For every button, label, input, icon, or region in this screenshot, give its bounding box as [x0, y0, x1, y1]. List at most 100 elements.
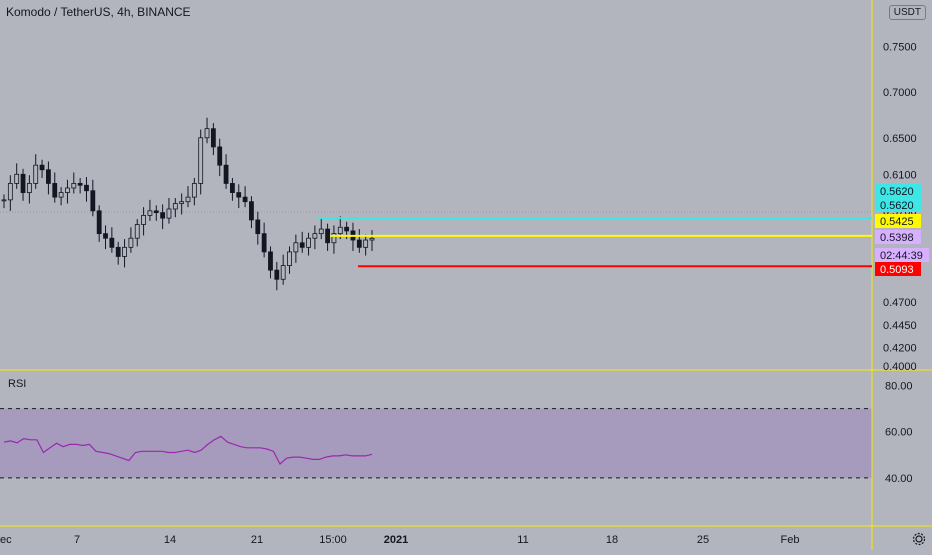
candle: [261, 233, 267, 253]
candle: [14, 173, 20, 184]
candle: [325, 228, 330, 244]
candle: [179, 201, 185, 204]
candle: [115, 246, 121, 257]
time-tick-label: 11: [517, 534, 528, 546]
cyan-price-badge-lower-bg: [875, 198, 921, 212]
price-tick-label: 0.7000: [883, 87, 917, 99]
candle: [71, 183, 77, 189]
candle: [306, 237, 311, 248]
candle: [39, 164, 45, 171]
countdown-badge-bg: [875, 248, 929, 262]
candle: [217, 146, 223, 166]
symbol-title[interactable]: Komodo / TetherUS, 4h, BINANCE: [6, 5, 191, 19]
countdown-badge: 02:44:39: [880, 250, 923, 262]
candle: [210, 128, 216, 148]
cyan-price-badge-upper-bg: [875, 184, 921, 198]
rsi-axis[interactable]: 80.00 60.00 40.00: [885, 381, 913, 485]
time-tick-label: ec: [0, 534, 12, 546]
gear-icon[interactable]: [912, 532, 926, 546]
candle: [166, 208, 172, 219]
cyan-price-badge-upper: 0.5620: [880, 186, 914, 198]
candles-group: [1, 117, 375, 291]
candle: [344, 226, 350, 232]
rsi-tick-label: 40.00: [885, 473, 913, 485]
candle: [185, 196, 191, 203]
time-tick-label: 15:00: [319, 534, 347, 546]
time-tick-label: 21: [251, 534, 263, 546]
candle: [249, 201, 254, 221]
candle: [7, 183, 13, 201]
price-tick-label: 0.4700: [883, 297, 917, 309]
rsi-tick-label: 80.00: [885, 381, 913, 393]
candle: [128, 237, 134, 248]
candle: [293, 242, 299, 253]
candle: [52, 183, 58, 198]
rsi-label[interactable]: RSI: [8, 378, 27, 390]
candle: [96, 210, 102, 235]
candle: [312, 233, 318, 239]
candle: [153, 210, 159, 214]
currency-button[interactable]: USDT: [888, 5, 926, 20]
candle: [363, 239, 369, 248]
time-tick-label: 2021: [384, 534, 408, 546]
price-tick-label: 0.6500: [883, 133, 917, 145]
rsi-band-fill: [0, 408, 872, 478]
candle: [141, 214, 146, 225]
candle: [356, 239, 362, 248]
yellow-price-badge: 0.5425: [880, 216, 914, 228]
candle: [287, 251, 292, 266]
candle: [274, 269, 280, 280]
rsi-line: [3, 435, 373, 465]
candle: [46, 169, 51, 184]
time-axis[interactable]: ec 7 14 21 15:00 2021 11 18 25 Feb: [0, 534, 799, 546]
horizontal-levels[interactable]: [318, 217, 872, 268]
candle: [230, 183, 235, 193]
candle: [242, 196, 248, 203]
time-tick-label: Feb: [781, 534, 800, 546]
time-tick-label: 25: [697, 534, 709, 546]
candle: [134, 224, 140, 239]
candle: [103, 233, 108, 239]
candle: [280, 265, 286, 280]
candle: [26, 183, 32, 193]
candle: [191, 183, 197, 198]
last-price-badge-bg: [875, 230, 921, 244]
candle: [160, 212, 166, 219]
yellow-price-badge-bg: [875, 214, 921, 228]
price-tick-label: 0.6100: [883, 169, 917, 181]
candle: [204, 128, 210, 139]
candle: [268, 251, 273, 271]
candle: [33, 164, 39, 184]
candle: [147, 210, 153, 216]
candle: [255, 219, 261, 235]
candle: [236, 192, 242, 198]
candle: [77, 183, 83, 186]
candle: [84, 184, 89, 192]
candle: [65, 187, 70, 193]
candle: [172, 203, 178, 210]
candle: [90, 190, 96, 212]
time-tick-label: 18: [606, 534, 618, 546]
candle: [223, 164, 229, 184]
candle: [20, 173, 26, 193]
candle: [331, 233, 337, 244]
candle: [369, 237, 375, 241]
time-tick-label: 14: [164, 534, 176, 546]
red-price-badge: 0.5093: [880, 264, 914, 276]
rsi-tick-label: 60.00: [885, 427, 913, 439]
last-price-badge: 0.5398: [880, 232, 914, 244]
candle: [58, 192, 64, 198]
candle: [299, 242, 305, 248]
candle: [1, 199, 7, 202]
price-badges: 0.5620 0.5620 0.5425 0.5398 02:44:39 0.5093: [875, 184, 929, 276]
candle: [109, 237, 115, 248]
red-price-badge-bg: [875, 262, 921, 276]
candle: [198, 137, 204, 184]
candle: [122, 246, 127, 257]
time-tick-label: 7: [74, 534, 80, 546]
price-tick-label: 0.4450: [883, 320, 917, 332]
candle: [337, 226, 343, 235]
candle: [318, 228, 324, 235]
